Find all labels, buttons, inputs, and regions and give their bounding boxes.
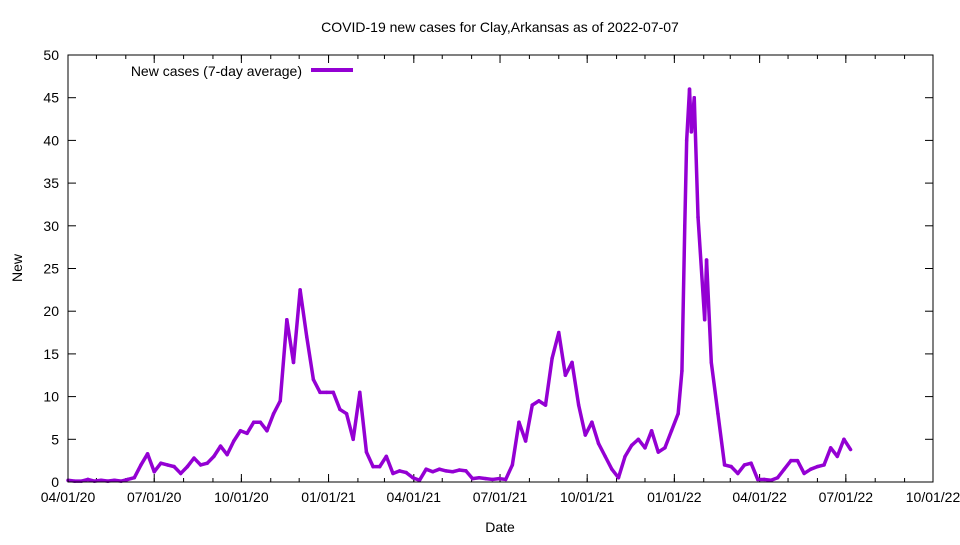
series-segment <box>835 437 846 459</box>
series-segment <box>749 461 760 482</box>
x-tick-label: 04/01/21 <box>387 489 442 505</box>
x-tick-label: 07/01/22 <box>819 489 874 505</box>
series-segment <box>278 317 289 403</box>
series-segment <box>716 411 727 467</box>
x-tick-label: 04/01/22 <box>732 489 787 505</box>
x-tick-label: 07/01/21 <box>473 489 528 505</box>
series-segment <box>775 467 787 480</box>
x-tick-label: 10/01/21 <box>560 489 615 505</box>
series-segment <box>225 439 236 457</box>
series-segment <box>543 356 554 407</box>
series-segment <box>265 411 276 433</box>
series-segment <box>145 452 156 474</box>
y-tick-label: 30 <box>43 218 59 234</box>
series-segment <box>669 411 680 433</box>
x-axis-label: Date <box>485 519 515 535</box>
x-tick-label: 07/01/20 <box>127 489 182 505</box>
series-segment <box>232 429 243 443</box>
series-segment <box>298 288 309 339</box>
y-tick-label: 20 <box>43 303 59 319</box>
y-tick-label: 0 <box>51 474 59 490</box>
y-tick-label: 5 <box>51 431 59 447</box>
series-line <box>66 87 853 483</box>
series-segment <box>152 461 163 474</box>
chart-title: COVID-19 new cases for Clay,Arkansas as … <box>321 19 679 35</box>
series-segment <box>503 463 515 482</box>
series-segment <box>676 369 684 416</box>
series-segment <box>364 450 375 469</box>
series-segment <box>736 463 747 476</box>
series-segment <box>291 288 302 365</box>
y-tick-label: 10 <box>43 389 59 405</box>
legend: New cases (7-day average) <box>131 63 353 79</box>
series-segment <box>795 458 806 476</box>
y-tick-label: 25 <box>43 261 59 277</box>
x-tick-label: 04/01/20 <box>41 489 96 505</box>
legend-label: New cases (7-day average) <box>131 63 302 79</box>
series-segment <box>663 429 674 450</box>
series-segment <box>692 95 700 220</box>
series-segment <box>603 454 614 471</box>
series-segment <box>523 403 534 443</box>
series-segment <box>245 420 256 436</box>
series-segment <box>842 437 853 452</box>
x-tick-label: 01/01/21 <box>301 489 356 505</box>
series-segment <box>351 390 362 442</box>
series-segment <box>212 444 223 459</box>
series-segment <box>305 335 316 382</box>
series-segment <box>417 467 428 483</box>
series-segment <box>649 429 660 454</box>
y-tick-label: 35 <box>43 175 59 191</box>
series-segment <box>576 403 588 437</box>
series-segment <box>704 258 714 365</box>
y-tick-label: 45 <box>43 90 59 106</box>
series-segment <box>557 330 568 377</box>
y-tick-label: 40 <box>43 132 59 148</box>
series-segment <box>782 458 793 471</box>
series-segment <box>596 441 607 459</box>
x-tick-label: 10/01/22 <box>906 489 960 505</box>
series-segment <box>271 399 282 416</box>
series-segment <box>384 454 395 476</box>
series-segment <box>683 138 689 228</box>
series-segment <box>311 377 322 395</box>
y-tick-label: 15 <box>43 346 59 362</box>
series-segment <box>132 463 143 480</box>
series-segment <box>331 390 342 412</box>
axis-ticks: 0 5 10 15 20 25 30 35 40 45 50 04/01/20 07/01/20 10/0… <box>41 47 960 505</box>
series-segment <box>643 429 654 450</box>
series-segment <box>570 360 581 407</box>
series-segment <box>510 420 521 467</box>
y-axis-label: New <box>9 253 25 282</box>
series-segment <box>358 390 369 454</box>
plot-frame <box>67 54 934 483</box>
series-segment <box>822 446 833 467</box>
series-segment <box>185 456 196 469</box>
series-segment <box>709 360 720 416</box>
x-tick-label: 01/01/22 <box>647 489 702 505</box>
series-segment <box>616 454 627 480</box>
x-tick-label: 10/01/20 <box>214 489 269 505</box>
series-segment <box>680 224 687 373</box>
series-segment <box>590 420 601 446</box>
y-tick-label: 50 <box>43 47 59 63</box>
series-segment <box>623 443 634 459</box>
